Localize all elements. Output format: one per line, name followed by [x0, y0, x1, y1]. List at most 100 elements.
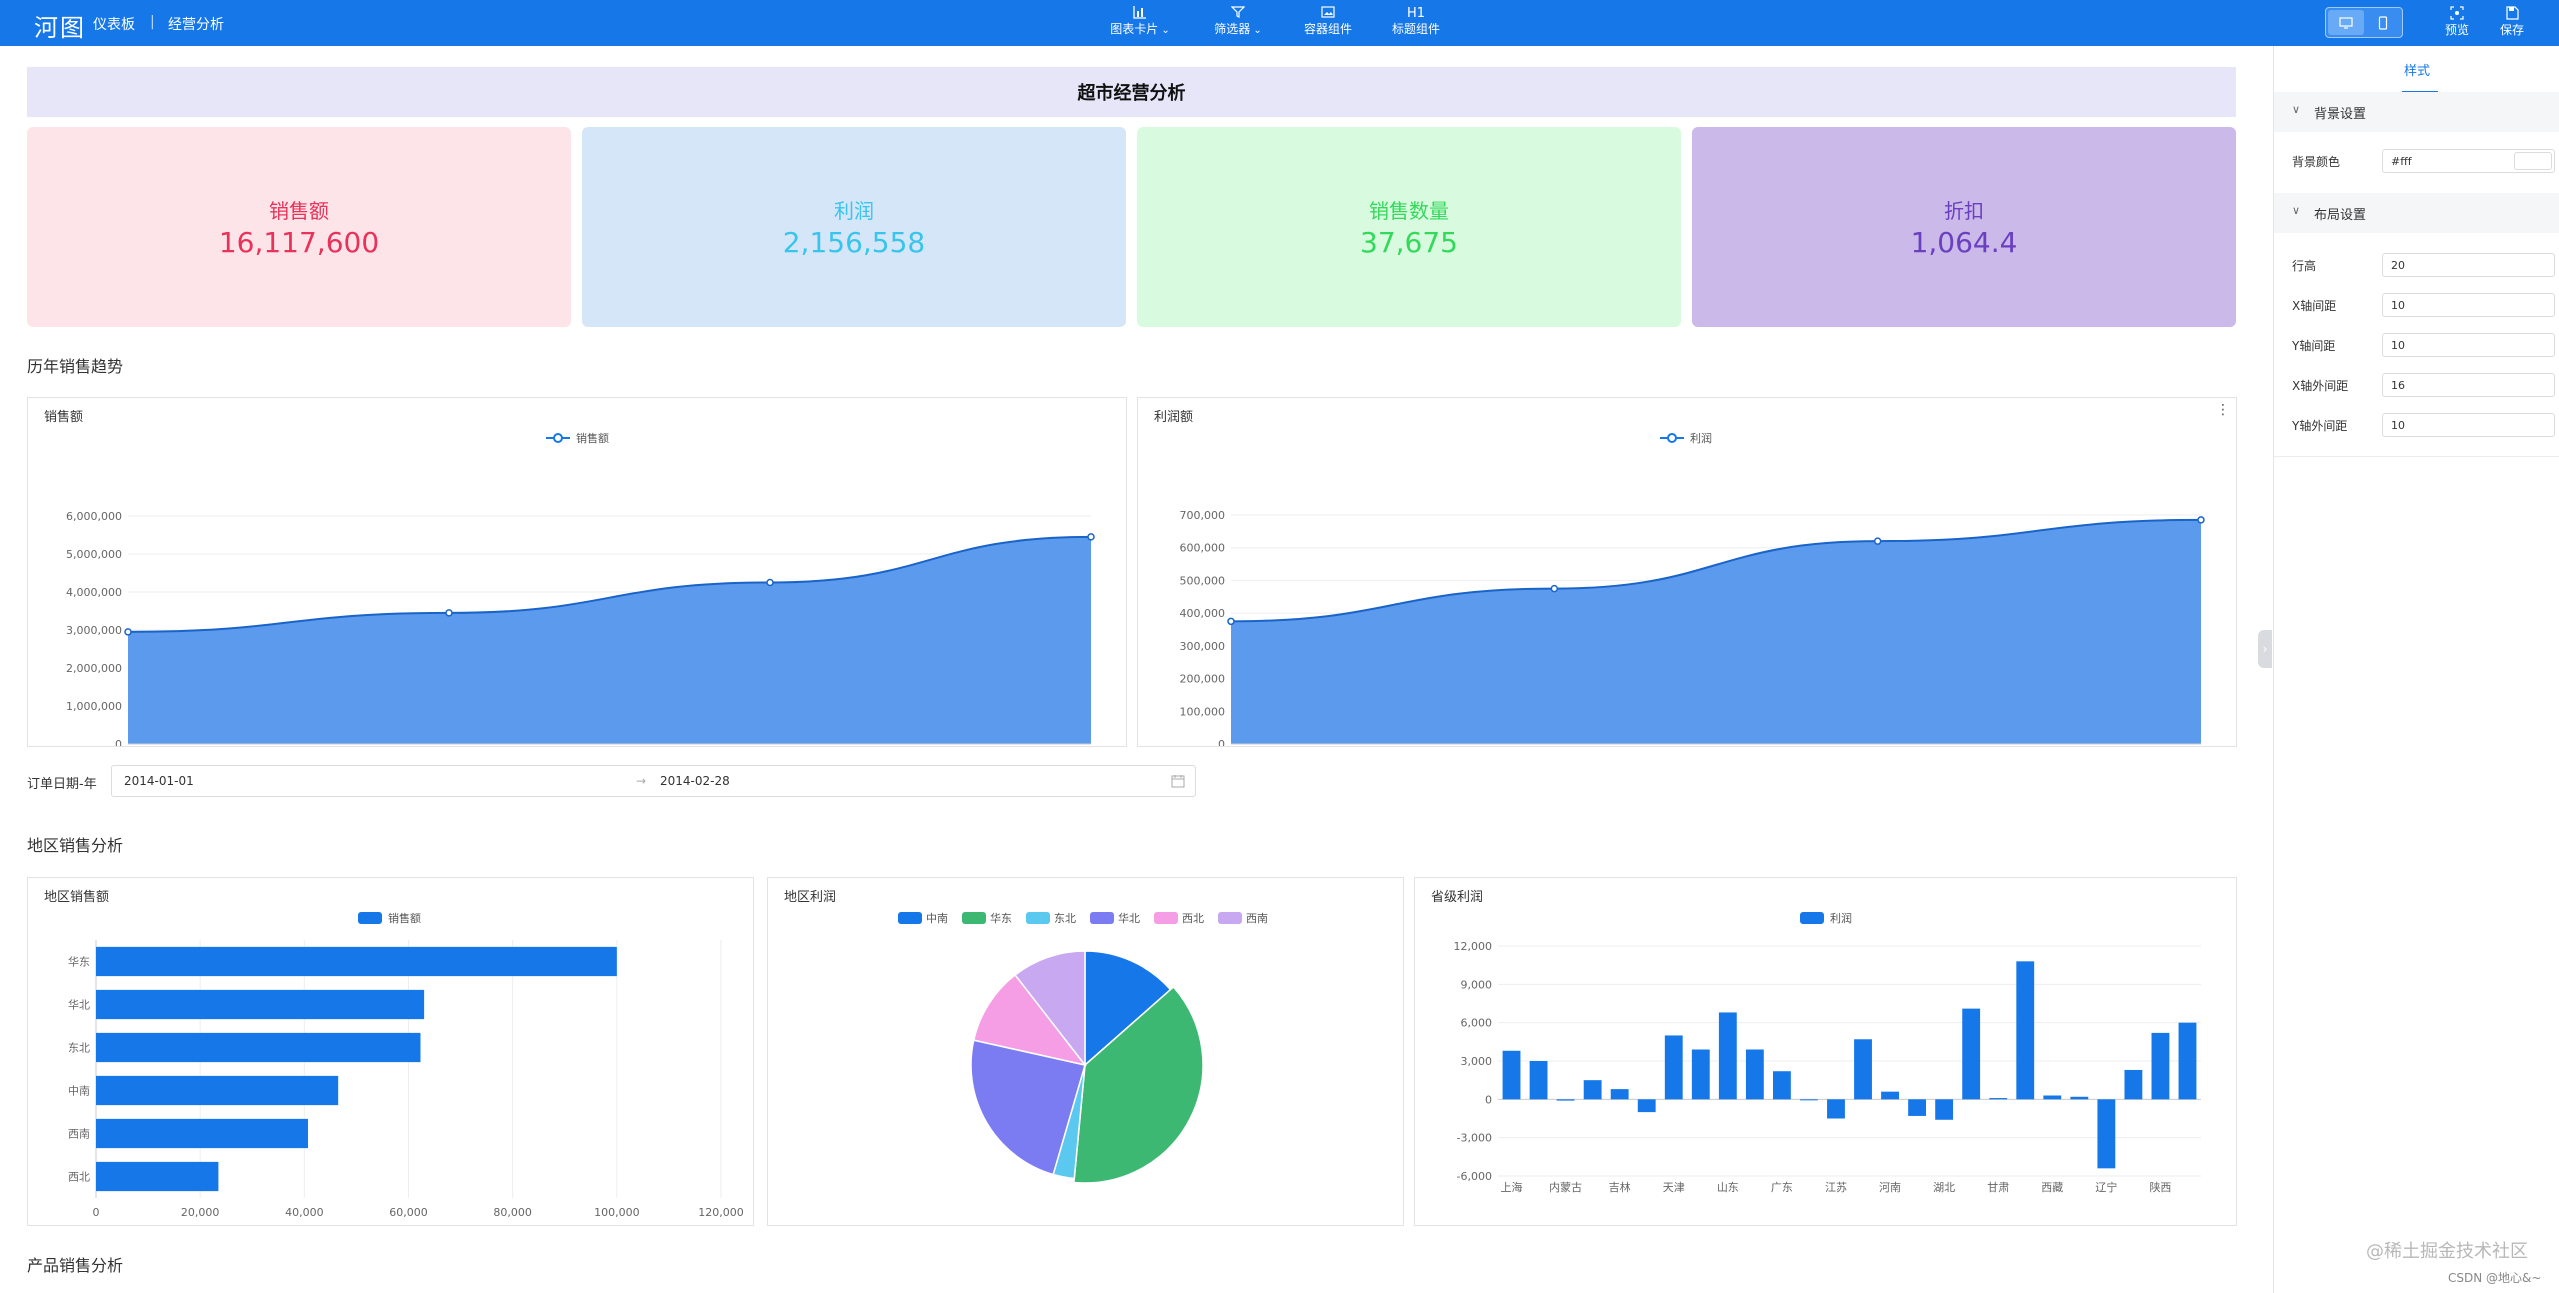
region-sales-bar-chart[interactable]: 0 20,000 40,000 60,000 80,000 100,000 120,000 华… — [28, 878, 753, 1225]
divider — [2274, 456, 2559, 457]
x-tick-label: 内蒙古 — [1549, 1180, 1582, 1194]
y-tick-label: 西南 — [68, 1128, 90, 1141]
bar — [1989, 1098, 2008, 1100]
section-title-region[interactable]: 地区销售分析 — [27, 836, 124, 855]
x-outer-gap-input[interactable]: 16 — [2382, 373, 2555, 397]
date-range-picker[interactable]: 2014-01-01 → 2014-02-28 — [111, 765, 1196, 797]
chart-card-label: 图表卡片 — [1110, 22, 1159, 36]
section-title-trend[interactable]: 历年销售趋势 — [27, 357, 124, 376]
more-options-icon[interactable]: ⋮ — [2216, 402, 2230, 418]
image-container-icon — [1321, 6, 1335, 18]
kpi-label: 利润 — [834, 199, 874, 223]
app-logo[interactable]: 河图 — [34, 14, 86, 42]
chart-card-region-sales[interactable]: 地区销售额 销售额 0 20,000 40,000 60,000 80,000 100,0… — [27, 877, 754, 1226]
chart-card-profit-trend[interactable]: 利润额 利润 ⋮ 0 100,000 200,000 300,000 400,000 50… — [1137, 397, 2237, 747]
profit-area-chart[interactable]: 0 100,000 200,000 300,000 400,000 500,000 600,… — [1138, 398, 2236, 746]
legend-item[interactable]: 中南 — [898, 910, 948, 926]
kpi-card-quantity[interactable]: 销售数量 37,675 — [1137, 127, 1681, 327]
y-tick-label: 2,000,000 — [66, 662, 122, 675]
x-outer-gap-row: X轴外间距 16 — [2292, 373, 2555, 397]
pie-slice — [970, 1039, 1086, 1176]
legend-label: 销售额 — [576, 432, 609, 445]
chart-card-province-profit[interactable]: 省级利润 利润 -6,000 -3,000 0 3,000 6,000 9,000 12,0… — [1414, 877, 2237, 1226]
breadcrumb-separator: | — [150, 14, 155, 30]
sales-area-chart[interactable]: 0 1,000,000 2,000,000 3,000,000 4,000,000 5,0… — [28, 398, 1126, 746]
legend-swatch — [1090, 912, 1114, 924]
save-button[interactable]: 保存 — [2490, 4, 2534, 38]
group-background-settings[interactable]: ∨ 背景设置 — [2274, 92, 2559, 132]
watermark-credit: CSDN @地心&~ — [2448, 1271, 2542, 1285]
legend-item[interactable]: 华东 — [962, 910, 1012, 926]
breadcrumb-current: 经营分析 — [168, 17, 224, 33]
y-tick-label: 4,000,000 — [66, 586, 122, 599]
color-swatch[interactable] — [2514, 152, 2552, 170]
legend-label: 销售额 — [388, 912, 421, 925]
kpi-value: 2,156,558 — [782, 226, 926, 259]
bar — [1881, 1091, 1899, 1100]
tab-style[interactable]: 样式 — [2404, 64, 2431, 79]
x-tick-label: 40,000 — [285, 1206, 324, 1219]
area-fill — [1231, 519, 2201, 744]
province-profit-bar-chart[interactable]: -6,000 -3,000 0 3,000 6,000 9,000 12,000 上海 内蒙古 吉… — [1415, 878, 2236, 1225]
bar — [2043, 1095, 2062, 1100]
legend-item[interactable]: 华北 — [1090, 910, 1140, 926]
y-tick-label: 东北 — [68, 1042, 90, 1055]
chart-card-sales-trend[interactable]: 销售额 销售额 0 1,000,000 2,000,000 3,000,000 4,00… — [27, 397, 1127, 747]
legend-item[interactable]: 西南 — [1218, 910, 1268, 926]
y-tick-label: 9,000 — [1461, 978, 1493, 991]
y-tick-label: 华东 — [68, 955, 90, 969]
x-tick-label: 上海 — [1501, 1180, 1523, 1194]
region-profit-pie-chart[interactable] — [768, 878, 1403, 1225]
chart-card-region-profit[interactable]: 地区利润 中南 华东 东北 华北 西北 西南 — [767, 877, 1404, 1226]
preview-button[interactable]: 预览 — [2435, 4, 2479, 38]
desktop-view-button[interactable] — [2328, 10, 2364, 35]
container-component-button[interactable]: 容器组件 — [1288, 3, 1368, 37]
filter-menu[interactable]: 筛选器 ⌄ — [1198, 3, 1278, 37]
bar — [96, 1032, 421, 1063]
end-date[interactable]: 2014-02-28 — [660, 774, 730, 788]
chart-card-menu[interactable]: 图表卡片 ⌄ — [1100, 3, 1180, 37]
chart-legend[interactable]: 销售额 — [358, 910, 421, 926]
bar — [1827, 1099, 1845, 1119]
style-panel: 样式 ∨ 背景设置 背景颜色 #fff ∨ 布局设置 行高 20 X轴间距 10… — [2273, 46, 2559, 1293]
chart-legend[interactable]: 销售额 — [546, 430, 609, 446]
field-label: Y轴间距 — [2292, 339, 2336, 353]
breadcrumb-dashboard[interactable]: 仪表板 — [93, 17, 135, 33]
kpi-card-discount[interactable]: 折扣 1,064.4 — [1692, 127, 2236, 327]
heading-component-button[interactable]: H1 标题组件 — [1376, 3, 1456, 37]
date-filter-label: 订单日期-年 — [27, 777, 97, 792]
legend-label: 东北 — [1054, 912, 1076, 925]
background-color-input[interactable]: #fff — [2382, 149, 2555, 173]
dashboard-title[interactable]: 超市经营分析 — [27, 67, 2236, 117]
section-title-product[interactable]: 产品销售分析 — [27, 1256, 124, 1275]
group-layout-settings[interactable]: ∨ 布局设置 — [2274, 193, 2559, 233]
chart-legend[interactable]: 利润 — [1800, 910, 1852, 926]
calendar-icon[interactable] — [1171, 774, 1185, 788]
bar — [1637, 1099, 1656, 1113]
x-gap-input[interactable]: 10 — [2382, 293, 2555, 317]
kpi-card-sales[interactable]: 销售额 16,117,600 — [27, 127, 571, 327]
y-outer-gap-input[interactable]: 10 — [2382, 413, 2555, 437]
start-date[interactable]: 2014-01-01 — [124, 774, 194, 788]
y-tick-label: 0 — [1218, 738, 1225, 746]
row-height-input[interactable]: 20 — [2382, 253, 2555, 277]
x-tick-label: 吉林 — [1609, 1180, 1631, 1194]
y-gap-input[interactable]: 10 — [2382, 333, 2555, 357]
legend-item[interactable]: 东北 — [1026, 910, 1076, 926]
monitor-icon — [2339, 16, 2353, 29]
chart-legend[interactable]: 利润 — [1660, 430, 1712, 446]
y-tick-label: 700,000 — [1180, 509, 1226, 522]
legend-item[interactable]: 西北 — [1154, 910, 1204, 926]
device-toggle — [2325, 7, 2403, 38]
bar — [1502, 1050, 1521, 1100]
bar — [2151, 1032, 2170, 1100]
legend-swatch — [962, 912, 986, 924]
background-color-row: 背景颜色 #fff — [2292, 149, 2555, 173]
y-tick-label: 600,000 — [1180, 542, 1226, 555]
data-point — [1087, 533, 1095, 541]
panel-collapse-handle[interactable]: › — [2258, 630, 2272, 668]
kpi-card-profit[interactable]: 利润 2,156,558 — [582, 127, 1126, 327]
mobile-view-button[interactable] — [2365, 10, 2401, 35]
chart-legend[interactable]: 中南 华东 东北 华北 西北 西南 — [898, 910, 1276, 926]
kpi-value: 1,064.4 — [1910, 226, 2018, 259]
